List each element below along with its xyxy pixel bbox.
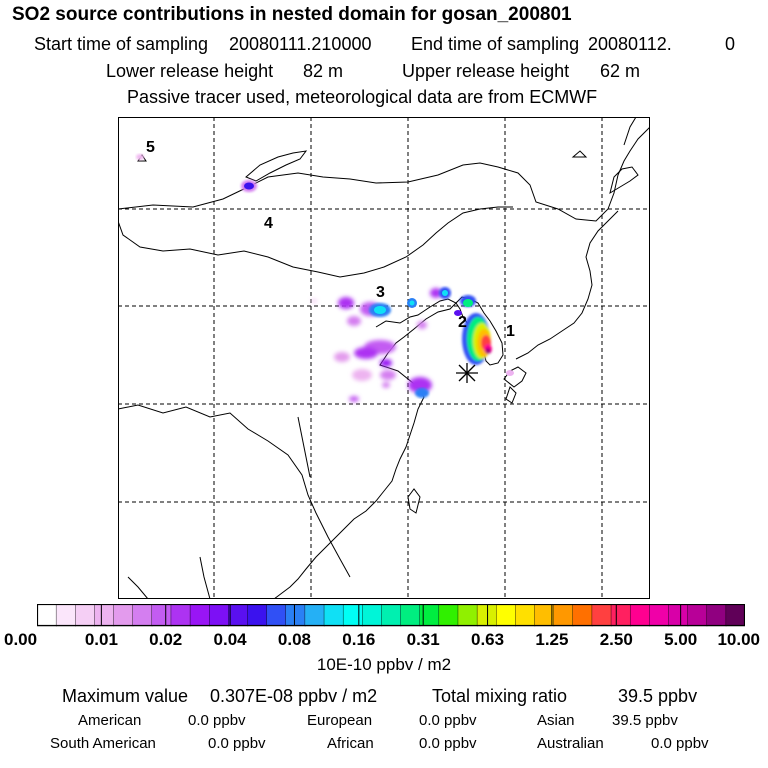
region-name-south-american: South American xyxy=(50,735,156,752)
region-label-2: 2 xyxy=(458,314,467,331)
colorbar-cell xyxy=(610,604,631,627)
colorbar-cell xyxy=(151,604,172,627)
colorbar-cell xyxy=(170,604,191,627)
region-name-asian: Asian xyxy=(537,712,575,729)
colorbar-tick-label: 1.25 xyxy=(535,630,569,649)
region-value-australian: 0.0 ppbv xyxy=(651,735,709,752)
colorbar-cell xyxy=(553,604,574,627)
colorbar-cell xyxy=(706,604,727,627)
colorbar-cell xyxy=(381,604,402,627)
colorbar-tick-label: 5.00 xyxy=(664,630,698,649)
colorbar-cell xyxy=(247,604,268,627)
colorbar-cell xyxy=(534,604,555,627)
colorbar-tick-label: 0.63 xyxy=(470,630,505,649)
total-mixing-label: Total mixing ratio xyxy=(432,686,568,706)
colorbar-cell xyxy=(37,604,57,627)
colorbar-cell xyxy=(400,604,421,627)
source-contribution-map: 1 2 3 4 5 xyxy=(118,117,650,599)
concentration-field xyxy=(136,154,514,402)
colorbar-tick-label: 0.31 xyxy=(406,630,440,649)
colorbar-tick-label: 0.08 xyxy=(277,630,311,649)
colorbar-cell xyxy=(132,604,153,627)
colorbar-cell xyxy=(629,604,651,627)
plot-title: SO2 source contributions in nested domai… xyxy=(12,4,572,25)
region-value-american: 0.0 ppbv xyxy=(188,712,246,729)
colorbar-cell xyxy=(342,604,364,627)
colorbar xyxy=(37,604,745,627)
colorbar-tick-label: 2.50 xyxy=(599,630,633,649)
region-label-1: 1 xyxy=(506,323,515,340)
colorbar-tick-label: 0.00 xyxy=(4,630,38,649)
colorbar-cell xyxy=(94,604,115,627)
upper-release-label: Upper release height xyxy=(402,61,570,81)
colorbar-cell xyxy=(687,604,708,627)
colorbar-tick-label: 0.02 xyxy=(149,630,183,649)
colorbar-tick-label: 0.04 xyxy=(213,630,247,649)
colorbar-cell xyxy=(515,604,536,627)
region-name-african: African xyxy=(327,735,374,752)
colorbar-cell xyxy=(75,604,96,627)
start-time-value: 20080111.210000 xyxy=(229,34,372,54)
colorbar-unit: 10E-10 ppbv / m2 xyxy=(316,655,452,674)
receptor-marker xyxy=(456,363,478,383)
region-value-african: 0.0 ppbv xyxy=(419,735,477,752)
colorbar-tick-label: 10.00 xyxy=(717,630,760,649)
colorbar-cell xyxy=(591,604,612,627)
colorbar-cell xyxy=(189,604,210,627)
upper-release-value: 62 m xyxy=(600,61,641,81)
max-value: 0.307E-08 ppbv / m2 xyxy=(210,686,378,706)
region-name-european: European xyxy=(307,712,373,729)
end-time-label: End time of sampling xyxy=(411,34,580,54)
colorbar-cell xyxy=(572,604,593,627)
colorbar-cell xyxy=(496,604,517,627)
colorbar-tick-label: 0.16 xyxy=(342,630,376,649)
total-mixing-value: 39.5 ppbv xyxy=(618,686,698,706)
colorbar-cell xyxy=(285,604,306,627)
region-value-south-american: 0.0 ppbv xyxy=(208,735,266,752)
region-label-4: 4 xyxy=(264,215,273,232)
colorbar-cell xyxy=(476,604,497,627)
region-name-australian: Australian xyxy=(537,735,604,752)
colorbar-tick-label: 0.01 xyxy=(84,630,118,649)
lower-release-label: Lower release height xyxy=(106,61,274,81)
colorbar-cell xyxy=(228,604,249,627)
colorbar-cell xyxy=(55,604,76,627)
colorbar-cell xyxy=(266,604,287,627)
max-value-label: Maximum value xyxy=(62,686,189,706)
region-label-3: 3 xyxy=(376,284,385,301)
end-time-suffix: 0 xyxy=(725,34,736,54)
end-time-value: 20080112. xyxy=(588,34,672,54)
colorbar-cell xyxy=(649,604,670,627)
colorbar-cell xyxy=(362,604,383,627)
colorbar-cell xyxy=(209,604,230,627)
region-value-asian: 39.5 ppbv xyxy=(612,712,678,729)
start-time-label: Start time of sampling xyxy=(34,34,209,54)
tracer-note: Passive tracer used, meteorological data… xyxy=(127,87,598,107)
colorbar-cell xyxy=(323,604,344,627)
lower-release-value: 82 m xyxy=(303,61,344,81)
colorbar-cell xyxy=(668,604,689,627)
colorbar-cell xyxy=(304,604,325,627)
colorbar-cell xyxy=(419,604,440,627)
colorbar-cell xyxy=(725,604,745,627)
coastline-borders xyxy=(118,117,650,599)
region-value-european: 0.0 ppbv xyxy=(419,712,477,729)
region-name-american: American xyxy=(78,712,142,729)
region-label-5: 5 xyxy=(146,139,155,156)
colorbar-cell xyxy=(438,604,459,627)
colorbar-cell xyxy=(457,604,478,627)
colorbar-cell xyxy=(113,604,134,627)
